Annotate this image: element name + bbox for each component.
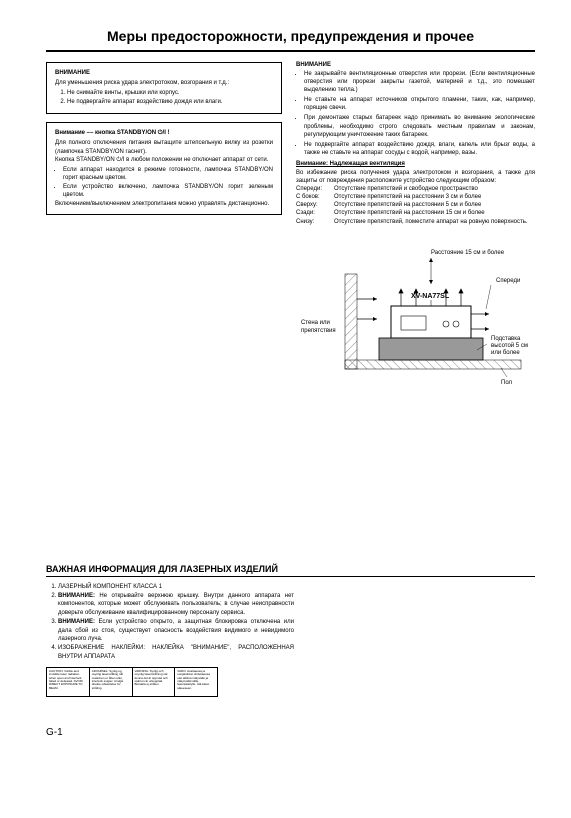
sticker-c4: VARO: Avattaessa ja suojalukitus ohitett… bbox=[175, 668, 217, 696]
laser-item-3: ВНИМАНИЕ: Если устройство открыто, а защ… bbox=[58, 618, 294, 643]
box1-intro: Для уменьшения риска удара электротоком,… bbox=[55, 79, 273, 87]
standby-box: Внимание –– кнопка STANDBY/ON ⏻/I ! Для … bbox=[46, 122, 282, 215]
svg-text:или более: или более bbox=[491, 350, 520, 356]
vent-v0: Отсутствие препятствий и свободное прост… bbox=[334, 185, 535, 193]
laser-item-2: ВНИМАНИЕ: Не открывайте верхнюю крышку. … bbox=[58, 592, 294, 617]
page-title: Меры предосторожности, предупреждения и … bbox=[46, 28, 535, 44]
right-li-3: Не подвергайте аппарат воздействию дождя… bbox=[304, 141, 535, 157]
diag-model: XV-NA77SL bbox=[411, 293, 450, 300]
sticker-c2: ADVARSEL: Synlig og usynlig laserstrålin… bbox=[90, 668, 133, 696]
right-head: ВНИМАНИЕ bbox=[296, 62, 535, 68]
box2-p3: Включением/выключением электропитания мо… bbox=[55, 200, 273, 208]
top-rule bbox=[46, 50, 535, 52]
right-li-2: При демонтаже старых батареек надо прини… bbox=[304, 114, 535, 138]
diag-front-label: Спереди bbox=[496, 278, 520, 284]
vent-v1: Отсутствие препятствий на расстоянии 3 с… bbox=[334, 193, 535, 201]
vent-k0: Спереди: bbox=[296, 185, 334, 193]
warning-sticker: CAUTION: Visible and invisible laser rad… bbox=[46, 667, 218, 697]
right-list: Не закрывайте вентиляционные отверстия и… bbox=[304, 70, 535, 157]
right-li-1: Не ставьте на аппарат источников открыто… bbox=[304, 96, 535, 112]
box2-p1: Для полного отключения питания вытащите … bbox=[55, 139, 273, 155]
laser-list: ЛАЗЕРНЫЙ КОМПОНЕНТ КЛАССА 1 ВНИМАНИЕ: Не… bbox=[58, 583, 294, 662]
vent-k1: С боков: bbox=[296, 193, 334, 201]
warning-box-1: ВНИМАНИЕ Для уменьшения риска удара элек… bbox=[46, 62, 282, 114]
laser-section-title: ВАЖНАЯ ИНФОРМАЦИЯ ДЛЯ ЛАЗЕРНЫХ ИЗДЕЛИЙ bbox=[46, 564, 535, 577]
sticker-c1: CAUTION: Visible and invisible laser rad… bbox=[47, 668, 90, 696]
page-number: G-1 bbox=[46, 727, 535, 738]
box2-p2: Кнопка STANDBY/ON ⏻/I в любом положении … bbox=[55, 156, 273, 164]
diag-wall-label: Стена или bbox=[301, 320, 330, 326]
ventilation-diagram: Расстояние 15 см и более Спереди Стена и… bbox=[296, 244, 535, 404]
box2-li1: Если аппарат находится в режиме готовнос… bbox=[63, 166, 273, 182]
vent-k4: Снизу: bbox=[296, 218, 334, 226]
box1-item-2: Не подвергайте аппарат воздействию дождя… bbox=[67, 98, 273, 106]
svg-text:препятствия: препятствия bbox=[301, 328, 336, 334]
diag-stand-label: Подставка bbox=[491, 336, 521, 342]
vent-v3: Отсутствие препятствий на расстоянии 15 … bbox=[334, 209, 535, 217]
right-li-0: Не закрывайте вентиляционные отверстия и… bbox=[304, 70, 535, 94]
laser-item-1: ЛАЗЕРНЫЙ КОМПОНЕНТ КЛАССА 1 bbox=[58, 583, 294, 591]
box2-li2: Если устройство включено, лампочка STAND… bbox=[63, 183, 273, 199]
box1-head: ВНИМАНИЕ bbox=[55, 69, 273, 77]
vent-k3: Сзади: bbox=[296, 209, 334, 217]
svg-text:высотой 5 см: высотой 5 см bbox=[491, 342, 528, 349]
diag-floor-label: Пол bbox=[501, 380, 513, 386]
box2-head: Внимание –– кнопка STANDBY/ON ⏻/I ! bbox=[55, 129, 273, 137]
diag-top-label: Расстояние 15 см и более bbox=[431, 250, 505, 256]
vent-intro: Во избежание риска получения удара элект… bbox=[296, 169, 535, 185]
vent-v2: Отсутствие препятствий на расстоянии 5 с… bbox=[334, 201, 535, 209]
sticker-c3: VARNING: Synlig och osynlig laserstrålni… bbox=[133, 668, 176, 696]
laser-item-4: ИЗОБРАЖЕНИЕ НАКЛЕЙКИ: НАКЛЕЙКА "ВНИМАНИЕ… bbox=[58, 644, 294, 661]
vent-table: Спереди:Отсутствие препятствий и свободн… bbox=[296, 185, 535, 225]
vent-k2: Сверху: bbox=[296, 201, 334, 209]
box1-item-1: Не снимайте винты, крышки или корпус. bbox=[67, 89, 273, 97]
vent-v4: Отсутствие препятствий, поместите аппара… bbox=[334, 218, 535, 226]
vent-head: Внимание: Надлежащая вентиляция bbox=[296, 161, 535, 167]
